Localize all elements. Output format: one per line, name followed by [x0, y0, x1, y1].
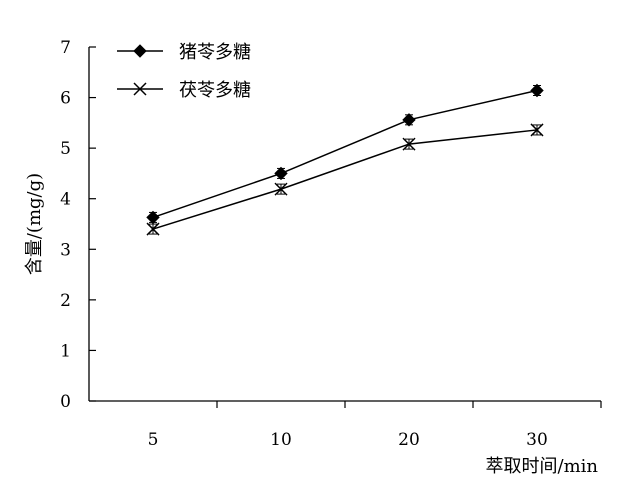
- x-tick-label: 20: [398, 430, 420, 450]
- x-tick-label: 10: [270, 430, 292, 450]
- y-axis-title: 含量/(mg/g): [24, 173, 45, 275]
- data-point-stroke: [402, 137, 416, 151]
- data-point: [530, 83, 544, 98]
- legend-item: 茯苓多糖: [117, 80, 251, 101]
- legend-swatch-marker: [133, 44, 147, 58]
- legend-label: 猪苓多糖: [179, 42, 251, 63]
- y-tick-label: 5: [60, 139, 71, 159]
- series-2: [146, 123, 544, 236]
- legend-swatch-marker: [133, 82, 147, 96]
- data-point: [402, 113, 416, 127]
- y-tick-label: 4: [60, 190, 71, 210]
- data-point: [274, 166, 288, 181]
- y-tick-label: 6: [60, 89, 71, 109]
- data-point: [530, 123, 544, 137]
- x-tick-label: 5: [148, 430, 159, 450]
- data-point-stroke: [530, 123, 544, 137]
- y-tick-label: 0: [60, 392, 71, 412]
- data-point: [146, 222, 160, 236]
- legend-item: 猪苓多糖: [117, 42, 251, 63]
- y-axis-ticks: 0 1 2 3 4 5 6 7: [60, 38, 96, 412]
- series-line: [152, 129, 538, 230]
- data-point: [274, 182, 288, 196]
- y-tick-label: 1: [60, 341, 71, 361]
- y-tick-label: 3: [60, 240, 71, 260]
- axes: [88, 47, 601, 402]
- x-tick-label: 30: [526, 430, 548, 450]
- x-axis-ticks: 5 10 20 30: [148, 401, 602, 450]
- data-point-stroke: [274, 182, 288, 196]
- y-tick-label: 2: [60, 291, 71, 311]
- data-point: [146, 210, 160, 225]
- y-tick-label: 7: [60, 38, 71, 58]
- series-1: [146, 83, 544, 225]
- data-point: [402, 137, 416, 151]
- x-axis-title: 萃取时间/min: [486, 456, 599, 477]
- legend-label: 茯苓多糖: [179, 80, 251, 101]
- series-line: [152, 89, 538, 219]
- legend-swatch-marker-stroke: [133, 82, 147, 96]
- series-group: [146, 83, 544, 236]
- data-point-stroke: [146, 222, 160, 236]
